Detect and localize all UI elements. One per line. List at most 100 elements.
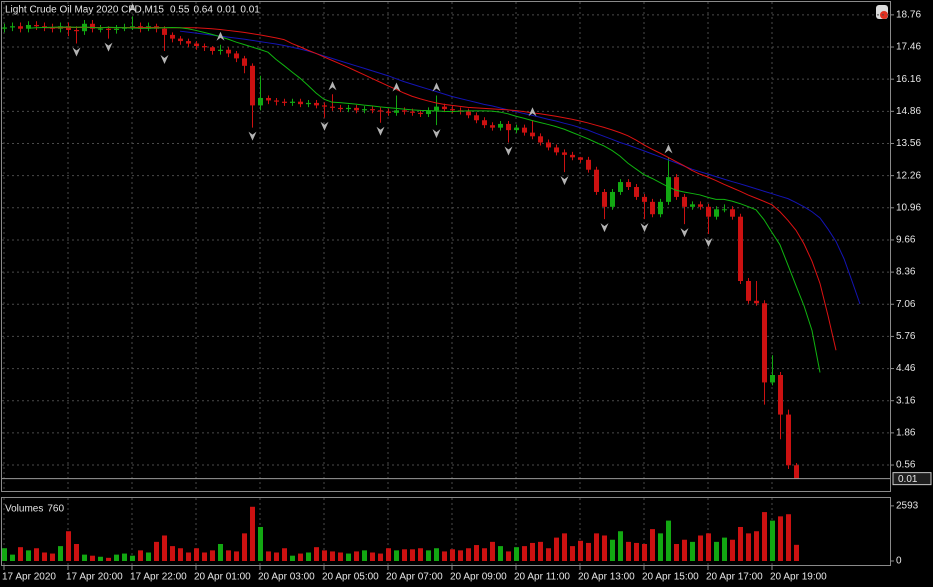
ohlc-value: 0.55 <box>170 5 190 16</box>
x-tick-label: 20 Apr 17:00 <box>706 572 763 583</box>
candle-body <box>210 47 215 51</box>
candle-body <box>770 374 775 383</box>
volume-bar <box>226 550 231 561</box>
candle-body <box>450 109 455 111</box>
volume-bar <box>546 548 551 561</box>
y-tick-label: 18.76 <box>896 10 921 21</box>
fractal-down <box>640 223 649 233</box>
candle-body <box>234 53 239 59</box>
fractal-up <box>664 144 673 154</box>
fractal-up <box>392 82 401 92</box>
main-pane-border <box>1 1 891 492</box>
volume-bar <box>242 533 247 561</box>
x-tick-label: 20 Apr 03:00 <box>258 572 315 583</box>
fractal-down <box>160 54 169 64</box>
candle-body <box>202 46 207 48</box>
candle-body <box>778 374 783 415</box>
moving-average-line <box>179 30 861 305</box>
candle-body <box>10 26 15 28</box>
volume-bar <box>522 546 527 561</box>
candle-body <box>2 27 7 29</box>
volume-bar <box>410 549 415 561</box>
candle-body <box>282 101 287 103</box>
volume-bar <box>506 551 511 561</box>
volume-bar <box>538 541 543 561</box>
candle-body <box>162 28 167 35</box>
candle-body <box>34 25 39 27</box>
volume-bar <box>338 552 343 561</box>
candle-body <box>178 38 183 42</box>
ohlc-value: 0.64 <box>193 5 213 16</box>
volume-bar <box>138 550 143 561</box>
candle-body <box>466 111 471 116</box>
volume-bar <box>34 548 39 561</box>
candle-body <box>314 102 319 106</box>
candle-body <box>42 26 47 28</box>
fractal-down <box>680 228 689 238</box>
volume-bar <box>90 555 95 561</box>
candle-body <box>130 26 135 28</box>
volume-bar <box>634 542 639 561</box>
volume-bar <box>554 537 559 561</box>
y-tick-label: 4.46 <box>896 363 916 374</box>
ohlc-value: 0.01 <box>240 5 260 16</box>
candle-body <box>306 102 311 105</box>
y-tick-label: 1.86 <box>896 428 916 439</box>
toolbar-icon[interactable] <box>876 5 888 19</box>
candle-body <box>218 49 223 51</box>
candle-body <box>522 127 527 133</box>
volume-bar <box>450 549 455 561</box>
volume-bar <box>202 552 207 561</box>
candle-body <box>18 26 23 29</box>
candle-body <box>442 106 447 110</box>
volume-bar <box>434 548 439 561</box>
x-tick-label: 20 Apr 05:00 <box>322 572 379 583</box>
volume-bar <box>514 547 519 561</box>
candle-body <box>186 41 191 44</box>
candle-body <box>650 201 655 215</box>
candle-body <box>722 209 727 211</box>
candle-body <box>610 191 615 207</box>
candle-body <box>402 110 407 112</box>
volume-bar <box>626 541 631 561</box>
volume-title: Volumes <box>5 504 43 515</box>
fractal-up <box>528 107 537 117</box>
candle-body <box>786 414 791 466</box>
candle-body <box>674 177 679 197</box>
candle-body <box>330 106 335 108</box>
candle-body <box>410 111 415 113</box>
candle-body <box>594 169 599 192</box>
volume-bar <box>162 535 167 561</box>
volume-bar <box>146 552 151 561</box>
volume-bar <box>82 554 87 561</box>
candle-body <box>250 65 255 106</box>
fractal-up <box>328 81 337 91</box>
volume-bar <box>114 554 119 561</box>
fractal-down <box>560 176 569 186</box>
volume-bar <box>314 547 319 561</box>
moving-average-line <box>27 26 821 373</box>
candle-body <box>114 28 119 30</box>
candle-body <box>698 204 703 207</box>
volume-bar <box>258 526 263 561</box>
volume-bar <box>658 533 663 561</box>
volume-bar <box>26 550 31 561</box>
candle-body <box>506 123 511 131</box>
volume-bar <box>10 554 15 561</box>
y-tick-label: 0.56 <box>896 460 916 471</box>
volume-bar <box>690 541 695 561</box>
candle-body <box>514 127 519 131</box>
fractal-down <box>104 42 113 52</box>
fractal-up <box>432 82 441 92</box>
volume-bar <box>738 526 743 561</box>
candle-body <box>682 196 687 207</box>
volume-bar <box>562 533 567 561</box>
volume-bar <box>762 512 767 561</box>
volume-bar <box>362 550 367 561</box>
candle-body <box>762 303 767 383</box>
candle-body <box>242 58 247 66</box>
fractal-down <box>72 47 81 57</box>
y-tick-label: 7.06 <box>896 299 916 310</box>
candle-body <box>418 112 423 115</box>
